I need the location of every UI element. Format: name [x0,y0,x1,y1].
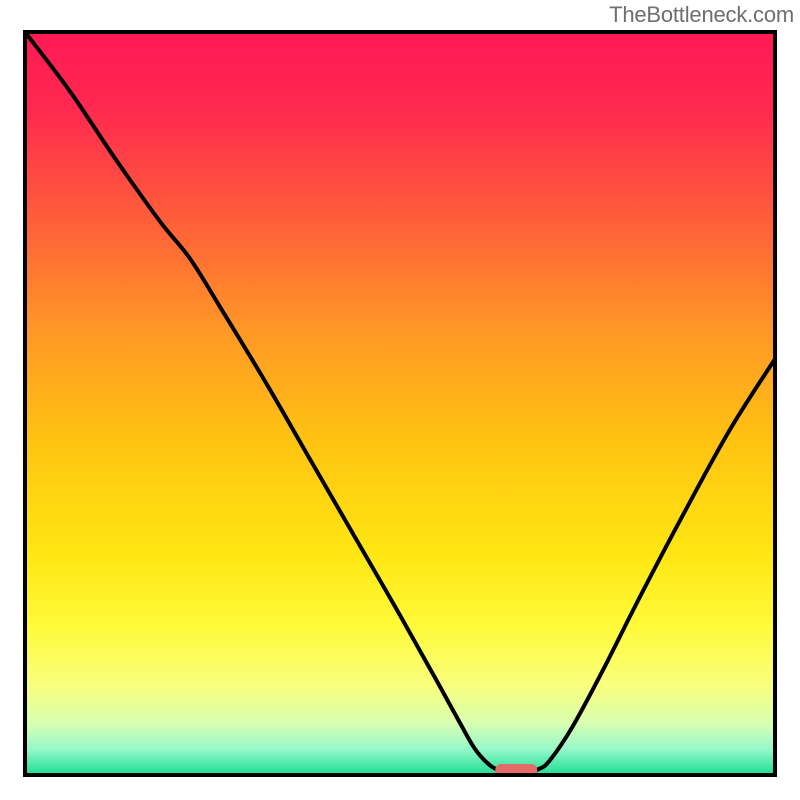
watermark-text: TheBottleneck.com [609,2,794,28]
chart-svg [0,0,800,800]
bottleneck-chart: TheBottleneck.com [0,0,800,800]
gradient-background [25,32,775,775]
